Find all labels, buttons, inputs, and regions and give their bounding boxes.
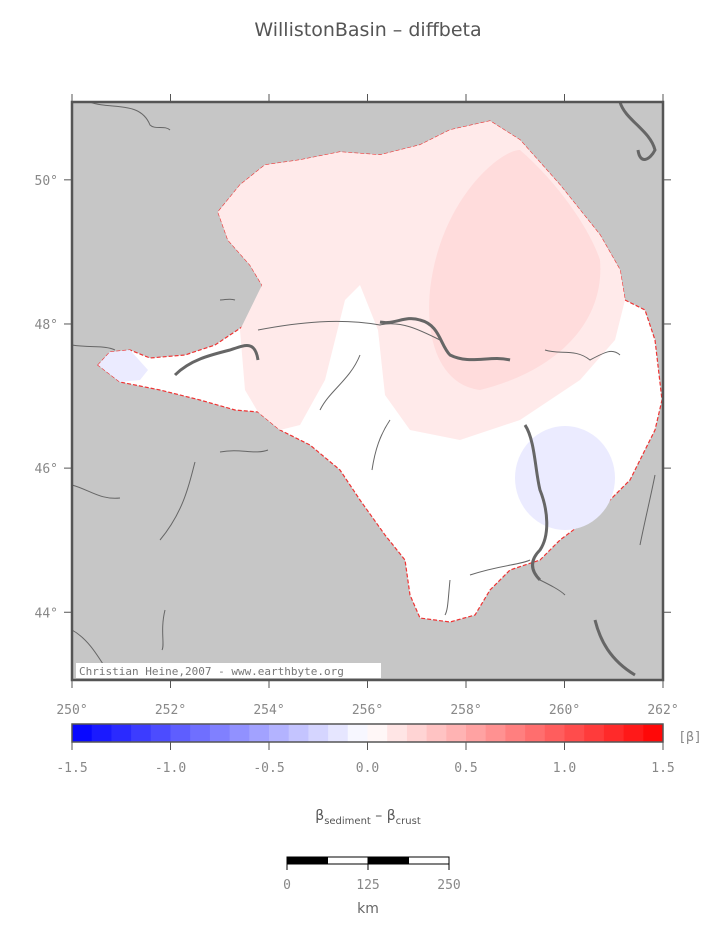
colorbar-swatch bbox=[72, 724, 93, 742]
subscript: sediment bbox=[324, 816, 371, 827]
lon-label: 258° bbox=[450, 703, 481, 718]
colorbar-swatch bbox=[603, 724, 625, 742]
colorbar-swatch bbox=[347, 724, 368, 742]
lat-label: 50° bbox=[35, 174, 58, 189]
credit-box bbox=[76, 663, 381, 678]
lon-label: 252° bbox=[155, 703, 186, 718]
colorbar-swatch bbox=[269, 724, 290, 742]
credit: Christian Heine,2007 - www.earthbyte.org bbox=[79, 665, 344, 678]
colorbar-swatch bbox=[406, 724, 428, 742]
colorbar-tick-label: 0.5 bbox=[454, 761, 477, 776]
colorbar-swatch bbox=[190, 724, 211, 742]
symbol: β bbox=[387, 808, 396, 824]
colorbar-swatch bbox=[466, 724, 487, 742]
lon-label: 256° bbox=[352, 703, 383, 718]
colorbar-swatch bbox=[446, 724, 467, 742]
scalebar-segment bbox=[408, 856, 450, 865]
scalebar-unit: km bbox=[357, 901, 379, 917]
colorbar-swatch bbox=[170, 724, 191, 742]
subscript: crust bbox=[396, 816, 421, 827]
lon-label: 262° bbox=[647, 703, 678, 718]
symbol: β bbox=[315, 808, 324, 824]
colorbar-tick-label: -1.0 bbox=[155, 761, 186, 776]
colorbar-swatch bbox=[111, 724, 132, 742]
colorbar-swatch bbox=[367, 724, 388, 742]
colorbar: -1.5 -1.0 -0.5 0.0 0.5 1.0 1.5 bbox=[56, 723, 675, 776]
colorbar-unit: [β] bbox=[678, 730, 701, 745]
scalebar-segment bbox=[286, 856, 328, 865]
colorbar-swatch bbox=[387, 724, 408, 742]
colorbar-swatch bbox=[643, 724, 664, 742]
lat-label: 48° bbox=[35, 318, 58, 333]
strong-positive-zone bbox=[429, 150, 601, 390]
scalebar-segment bbox=[367, 856, 409, 865]
colorbar-tick-label: 1.0 bbox=[553, 761, 576, 776]
map: Christian Heine,2007 - www.earthbyte.org bbox=[70, 100, 665, 682]
scalebar-segment bbox=[327, 856, 369, 865]
colorbar-swatch bbox=[544, 724, 565, 742]
lon-label: 250° bbox=[56, 703, 87, 718]
major-rivers bbox=[173, 101, 657, 677]
colorbar-label: βsediment – βcrust bbox=[315, 808, 421, 827]
colorbar-swatch bbox=[328, 724, 349, 742]
colorbar-tick-label: 0.0 bbox=[356, 761, 379, 776]
colorbar-swatch bbox=[229, 724, 250, 742]
colorbar-swatch bbox=[249, 724, 270, 742]
lon-label: 260° bbox=[549, 703, 580, 718]
negative-zone bbox=[515, 426, 615, 530]
lat-label: 46° bbox=[35, 462, 58, 477]
colorbar-swatch bbox=[485, 724, 506, 742]
lat-label: 44° bbox=[35, 606, 58, 621]
colorbar-swatch bbox=[308, 724, 329, 742]
colorbar-tick-label: -0.5 bbox=[253, 761, 284, 776]
colorbar-swatch bbox=[209, 724, 231, 742]
scalebar-label: 0 bbox=[283, 878, 291, 893]
scalebar-label: 125 bbox=[356, 878, 379, 893]
lon-label: 254° bbox=[253, 703, 284, 718]
colorbar-tick-label: 1.5 bbox=[651, 761, 674, 776]
colorbar-swatch bbox=[288, 724, 309, 742]
colorbar-swatch bbox=[91, 724, 112, 742]
colorbar-swatch bbox=[150, 724, 171, 742]
colorbar-swatch bbox=[131, 724, 152, 742]
colorbar-tick-label: -1.5 bbox=[56, 761, 87, 776]
negative-zone bbox=[98, 350, 148, 382]
colorbar-swatch bbox=[564, 724, 585, 742]
colorbar-swatch bbox=[584, 724, 605, 742]
colorbar-swatch bbox=[505, 724, 526, 742]
colorbar-swatch bbox=[525, 724, 546, 742]
colorbar-swatch bbox=[426, 724, 447, 742]
scalebar-label: 250 bbox=[437, 878, 460, 893]
title: WillistonBasin – diffbeta bbox=[254, 19, 481, 41]
separator: – bbox=[371, 808, 387, 824]
colorbar-swatch bbox=[623, 724, 644, 742]
